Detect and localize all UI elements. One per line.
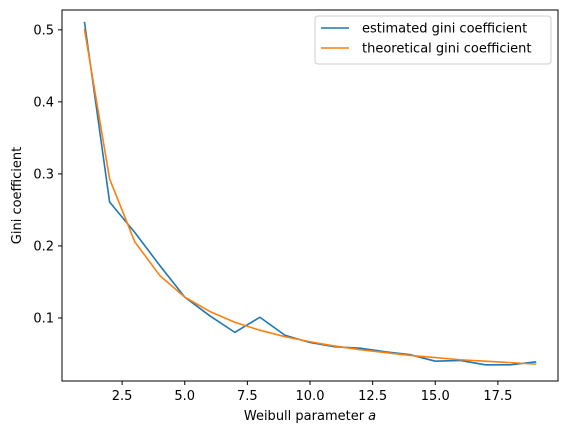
x-axis-label-variable: a bbox=[368, 409, 376, 424]
x-axis: 2.5 5.0 7.5 10.0 12.5 15.0 17.5 bbox=[112, 381, 512, 404]
legend-label-theoretical: theoretical gini coefficient bbox=[362, 42, 532, 57]
series-line-theoretical bbox=[83, 28, 537, 365]
x-tick-label: 15.0 bbox=[421, 389, 450, 404]
x-tick-label: 5.0 bbox=[174, 389, 195, 404]
x-tick-label: 2.5 bbox=[112, 389, 133, 404]
x-axis-label: Weibull parameter a bbox=[244, 409, 376, 424]
x-tick-label: 10.0 bbox=[296, 389, 325, 404]
x-tick-label: 12.5 bbox=[358, 389, 387, 404]
y-axis-label: Gini coefficient bbox=[10, 147, 25, 244]
legend-box bbox=[314, 15, 552, 65]
y-axis: 0.1 0.2 0.3 0.4 0.5 bbox=[33, 23, 62, 326]
x-axis-label-text: Weibull parameter bbox=[244, 409, 368, 424]
y-tick-label: 0.3 bbox=[33, 167, 54, 182]
x-tick-label: 17.5 bbox=[483, 389, 512, 404]
series-layer bbox=[83, 21, 537, 366]
y-tick-label: 0.4 bbox=[33, 95, 54, 110]
legend: estimated gini coefficient theoretical g… bbox=[314, 15, 552, 65]
legend-label-estimated: estimated gini coefficient bbox=[362, 22, 527, 37]
y-tick-label: 0.5 bbox=[33, 23, 54, 38]
x-tick-label: 7.5 bbox=[237, 389, 258, 404]
y-tick-label: 0.1 bbox=[33, 311, 54, 326]
y-tick-label: 0.2 bbox=[33, 239, 54, 254]
